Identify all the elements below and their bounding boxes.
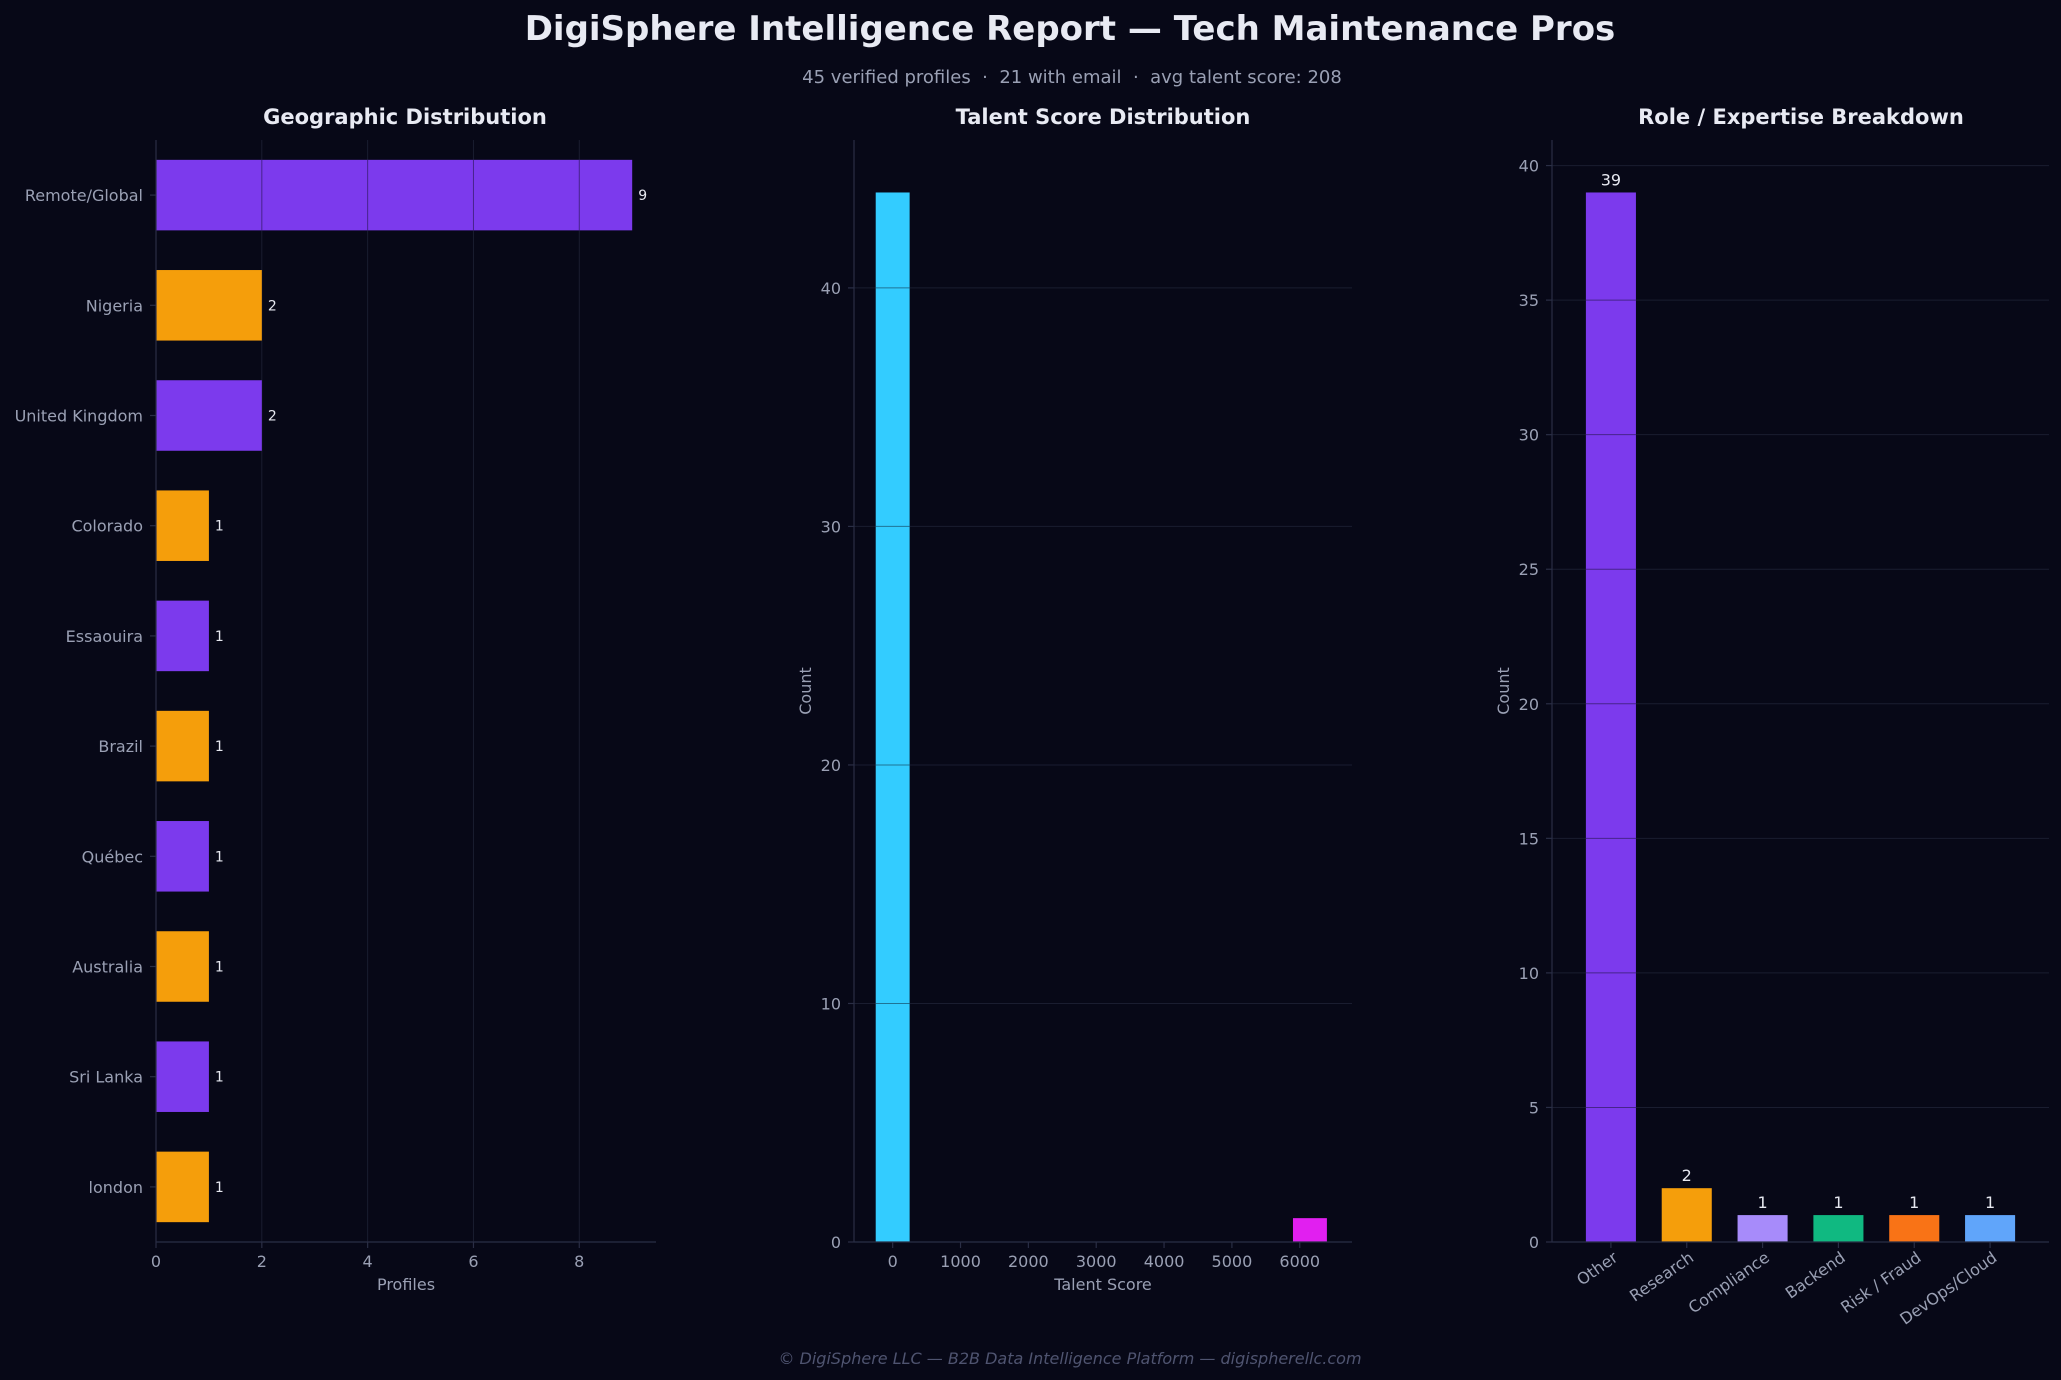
geo-value-label: 1 — [215, 739, 224, 755]
geo-x-tick-label: 4 — [363, 1252, 373, 1271]
role-y-axis-label: Count — [1494, 667, 1513, 715]
geo-x-tick-label: 2 — [257, 1252, 267, 1271]
role-y-tick-label: 10 — [1519, 964, 1539, 983]
geo-category-label: Essaouira — [66, 627, 143, 646]
geo-value-label: 1 — [215, 519, 224, 535]
talent-y-tick-label: 40 — [821, 279, 841, 298]
role-chart-title: Role / Expertise Breakdown — [1638, 105, 1964, 129]
geo-value-label: 1 — [215, 1180, 224, 1196]
geo-category-label: Australia — [72, 958, 143, 977]
geo-category-label: Sri Lanka — [69, 1068, 143, 1087]
talent-x-tick-label: 6000 — [1279, 1252, 1320, 1271]
geo-category-label: london — [89, 1178, 143, 1197]
geo-bar — [156, 821, 209, 892]
role-bar — [1661, 1188, 1712, 1242]
role-y-tick-label: 15 — [1519, 829, 1539, 848]
geo-value-label: 1 — [215, 1070, 224, 1086]
geo-bar — [156, 490, 209, 561]
geo-x-tick-label: 8 — [574, 1252, 584, 1271]
geo-category-label: Brazil — [98, 737, 143, 756]
role-value-label: 2 — [1682, 1166, 1692, 1185]
role-y-tick-label: 30 — [1519, 426, 1539, 445]
role-category-label: Other — [1573, 1247, 1621, 1289]
role-y-tick-label: 20 — [1519, 695, 1539, 714]
geo-bar — [156, 270, 262, 341]
role-value-label: 1 — [1909, 1193, 1919, 1212]
talent-score-chart: Talent Score Distribution 0 10 20 30 40 0 1000… — [796, 105, 1352, 1294]
talent-y-tick-label: 0 — [831, 1233, 841, 1252]
geo-bar — [156, 600, 209, 672]
talent-chart-title: Talent Score Distribution — [956, 105, 1251, 129]
geo-category-label: Nigeria — [86, 296, 143, 315]
role-bar — [1965, 1215, 2016, 1242]
talent-histogram-bar — [1292, 1218, 1327, 1242]
geo-value-label: 1 — [215, 629, 224, 645]
role-value-label: 1 — [1833, 1193, 1843, 1212]
geo-category-label: Colorado — [71, 517, 143, 536]
geo-value-label: 2 — [268, 298, 277, 314]
talent-x-tick-label: 1000 — [940, 1252, 981, 1271]
footer-copyright: © DigiSphere LLC — B2B Data Intelligence… — [778, 1349, 1361, 1368]
geo-bar — [156, 1041, 209, 1112]
geo-value-label: 2 — [268, 409, 277, 425]
geo-x-axis-label: Profiles — [377, 1275, 435, 1294]
talent-y-tick-label: 20 — [821, 756, 841, 775]
role-category-label: Compliance — [1685, 1248, 1773, 1318]
geo-category-label: Remote/Global — [25, 186, 143, 205]
geographic-distribution-chart: Geographic Distribution 0 2 4 6 8 Remote/Glob… — [15, 105, 656, 1294]
geo-x-tick-label: 6 — [468, 1252, 478, 1271]
geo-value-label: 1 — [215, 960, 224, 976]
geo-value-label: 1 — [215, 849, 224, 865]
talent-x-axis-label: Talent Score — [1053, 1275, 1152, 1294]
geo-chart-title: Geographic Distribution — [263, 105, 547, 129]
talent-x-tick-label: 0 — [888, 1252, 898, 1271]
role-y-tick-label: 25 — [1519, 560, 1539, 579]
role-bar — [1813, 1215, 1864, 1242]
role-y-tick-label: 40 — [1519, 157, 1539, 176]
geo-value-label: 9 — [638, 188, 647, 204]
role-y-tick-label: 5 — [1529, 1098, 1539, 1117]
talent-y-axis-label: Count — [796, 667, 815, 715]
geo-bar — [156, 931, 209, 1002]
role-category-label: Research — [1626, 1248, 1697, 1306]
talent-x-tick-label: 4000 — [1144, 1252, 1185, 1271]
role-bar — [1585, 192, 1636, 1242]
report-title: DigiSphere Intelligence Report — Tech Ma… — [525, 9, 1616, 49]
role-bar — [1889, 1215, 1940, 1242]
talent-x-tick-label: 2000 — [1008, 1252, 1049, 1271]
report-subtitle: 45 verified profiles · 21 with email · a… — [802, 67, 1342, 88]
talent-y-tick-label: 30 — [821, 517, 841, 536]
talent-x-tick-label: 5000 — [1212, 1252, 1253, 1271]
role-breakdown-chart: Role / Expertise Breakdown 0 5 10 15 20 25 30 3… — [1494, 105, 2049, 1329]
talent-histogram-bar — [875, 192, 910, 1242]
role-bar — [1737, 1215, 1788, 1242]
talent-y-tick-label: 10 — [821, 994, 841, 1013]
geo-bar — [156, 159, 633, 231]
talent-x-tick-label: 3000 — [1076, 1252, 1117, 1271]
geo-x-tick-label: 0 — [151, 1252, 161, 1271]
role-value-label: 39 — [1601, 170, 1621, 189]
geo-bar — [156, 710, 209, 782]
geo-bar — [156, 380, 262, 451]
role-value-label: 1 — [1985, 1193, 1995, 1212]
role-category-label: Backend — [1782, 1248, 1849, 1303]
role-y-tick-label: 0 — [1529, 1233, 1539, 1252]
geo-bar — [156, 1151, 209, 1223]
geo-category-label: Québec — [82, 847, 143, 866]
role-y-tick-label: 35 — [1519, 291, 1539, 310]
role-value-label: 1 — [1757, 1193, 1767, 1212]
geo-category-label: United Kingdom — [15, 407, 143, 426]
